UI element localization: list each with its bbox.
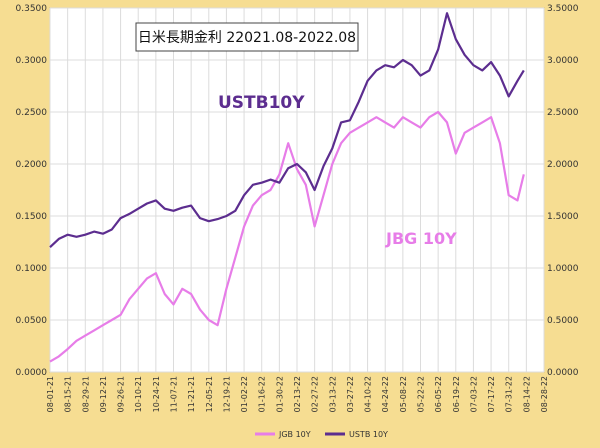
x-tick-label: 10-10-21 bbox=[134, 376, 143, 412]
x-tick-label: 08-01-21 bbox=[46, 376, 55, 412]
y-left-tick-label: 0.3500 bbox=[16, 4, 48, 14]
x-tick-label: 06-19-22 bbox=[452, 376, 461, 412]
x-tick-label: 08-28-22 bbox=[540, 376, 549, 412]
x-tick-label: 10-24-21 bbox=[152, 376, 161, 412]
x-tick-label: 01-02-22 bbox=[240, 376, 249, 412]
x-tick-label: 03-27-22 bbox=[346, 376, 355, 412]
y-right-tick-label: 0.0000 bbox=[547, 368, 579, 378]
y-left-tick-label: 0.0000 bbox=[16, 368, 48, 378]
y-right-tick-label: 0.5000 bbox=[547, 316, 579, 326]
x-tick-label: 02-27-22 bbox=[311, 376, 320, 412]
chart-title: 日米長期金利 22021.08-2022.08 bbox=[138, 30, 356, 46]
x-tick-label: 05-08-22 bbox=[399, 376, 408, 412]
x-tick-label: 08-29-21 bbox=[81, 376, 90, 412]
y-left-tick-label: 0.1500 bbox=[16, 212, 48, 222]
x-tick-label: 04-10-22 bbox=[364, 376, 373, 412]
right-y-axis: 0.0000 0.5000 1.0000 1.5000 2.0000 2.5000 3.00… bbox=[547, 4, 579, 378]
y-right-tick-label: 2.0000 bbox=[547, 160, 579, 170]
annotation-jbg-10y: JBG 10Y bbox=[385, 229, 457, 248]
x-tick-label: 11-07-21 bbox=[170, 376, 179, 412]
series-line-ustb-10y bbox=[49, 12, 525, 249]
x-tick-label: 06-05-22 bbox=[434, 376, 443, 412]
x-tick-label: 01-30-22 bbox=[275, 376, 284, 412]
y-right-tick-label: 1.0000 bbox=[547, 264, 579, 274]
series-lines bbox=[49, 12, 525, 363]
x-tick-label: 08-14-22 bbox=[522, 376, 531, 412]
x-tick-label: 11-21-21 bbox=[187, 376, 196, 412]
x-tick-label: 04-24-22 bbox=[381, 376, 390, 412]
x-tick-label: 12-19-21 bbox=[222, 376, 231, 412]
y-left-tick-label: 0.1000 bbox=[16, 264, 48, 274]
x-axis: 08-01-21 08-15-21 08-29-21 09-12-21 09-26-21… bbox=[46, 376, 549, 412]
y-right-tick-label: 3.5000 bbox=[547, 4, 579, 14]
y-right-tick-label: 1.5000 bbox=[547, 212, 579, 222]
series-line-jgb-10y bbox=[49, 110, 525, 363]
x-tick-label: 01-16-22 bbox=[258, 376, 267, 412]
y-right-tick-label: 2.5000 bbox=[547, 108, 579, 118]
annotation-ustb10y: USTB10Y bbox=[218, 93, 305, 113]
x-tick-label: 02-13-22 bbox=[293, 376, 302, 412]
y-left-tick-label: 0.3000 bbox=[16, 56, 48, 66]
y-left-tick-label: 0.2500 bbox=[16, 108, 48, 118]
title-box bbox=[135, 22, 359, 52]
legend: JGB 10Y USTB 10Y bbox=[255, 430, 388, 439]
x-tick-label: 09-26-21 bbox=[117, 376, 126, 412]
y-right-tick-label: 3.0000 bbox=[547, 56, 579, 66]
x-tick-label: 05-22-22 bbox=[417, 376, 426, 412]
legend-label-ustb: USTB 10Y bbox=[349, 430, 388, 439]
x-tick-label: 03-13-22 bbox=[328, 376, 337, 412]
left-y-axis: 0.0000 0.0500 0.1000 0.1500 0.2000 0.2500 0.30… bbox=[16, 4, 48, 378]
x-tick-label: 08-15-21 bbox=[64, 376, 73, 412]
y-left-tick-label: 0.0500 bbox=[16, 316, 48, 326]
x-tick-label: 07-31-22 bbox=[505, 376, 514, 412]
x-tick-label: 09-12-21 bbox=[99, 376, 108, 412]
x-tick-label: 07-17-22 bbox=[487, 376, 496, 412]
legend-label-jgb: JGB 10Y bbox=[278, 430, 311, 439]
y-left-tick-label: 0.2000 bbox=[16, 160, 48, 170]
x-tick-label: 07-03-22 bbox=[469, 376, 478, 412]
x-tick-label: 12-05-21 bbox=[205, 376, 214, 412]
